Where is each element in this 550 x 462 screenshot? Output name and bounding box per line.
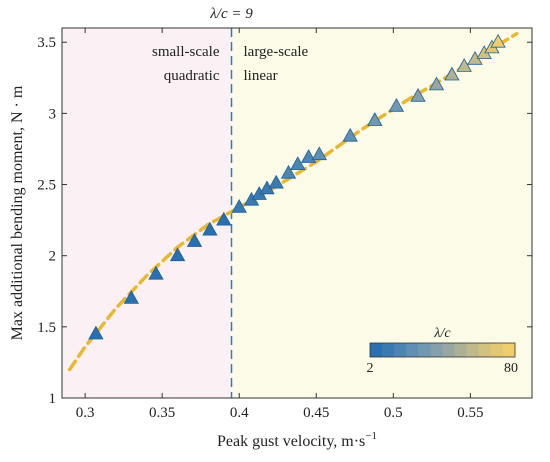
data-point (444, 66, 460, 81)
data-point (290, 156, 306, 171)
data-point (280, 164, 297, 179)
colorbar-swatch (454, 343, 467, 357)
colorbar-swatch (442, 343, 455, 357)
colorbar-swatch (478, 343, 492, 357)
y-tick-label: 3 (49, 106, 57, 122)
colorbar-swatch (466, 343, 480, 357)
data-point (169, 247, 186, 262)
colorbar-min-label: 2 (367, 361, 374, 376)
colorbar-swatch (406, 343, 419, 357)
data-point (342, 127, 358, 142)
data-point (88, 325, 104, 340)
data-point (388, 97, 405, 112)
colorbar: λ/c 2 80 (367, 326, 519, 376)
y-axis-label: Max additional bending moment, N · m (9, 85, 26, 340)
data-point (231, 198, 247, 213)
region-small-scale-label: small-scale (152, 44, 220, 60)
data-point (123, 290, 139, 304)
axes-layer: 0.3 0.35 0.4 0.45 0.5 0.55 1 1.5 2 2.5 3 3.5 (37, 27, 533, 421)
y-tick-label: 3.5 (37, 35, 56, 51)
region-large-scale (231, 28, 533, 398)
y-tick-label: 1 (49, 391, 57, 407)
x-tick-label: 0.35 (149, 405, 175, 421)
x-tick-label: 0.4 (230, 405, 249, 421)
x-axis-label: Peak gust velocity, m·s−1 (217, 430, 377, 450)
plot-frame (61, 27, 533, 399)
x-tick-label: 0.3 (76, 405, 95, 421)
colorbar-swatch (502, 343, 516, 357)
data-point (268, 174, 284, 189)
x-tick-label: 0.45 (303, 405, 329, 421)
data-point (202, 221, 218, 236)
x-axis-label-main: Peak gust velocity, m·s (217, 433, 365, 450)
x-tick-label: 0.55 (457, 405, 483, 421)
divider-label: λ/c = 9 (209, 6, 253, 22)
colorbar-max-label: 80 (504, 361, 518, 376)
data-point (410, 87, 426, 102)
y-tick-label: 1.5 (37, 320, 56, 336)
colorbar-swatch (394, 343, 407, 357)
colorbar-swatch (418, 343, 431, 357)
y-tick-label: 2.5 (37, 178, 56, 194)
data-point (186, 233, 203, 247)
data-point (148, 265, 164, 280)
region-linear-label: linear (244, 68, 278, 84)
colorbar-swatch (382, 343, 395, 357)
y-tick-label: 2 (49, 249, 57, 265)
data-point (428, 76, 445, 91)
region-large-scale-label: large-scale (244, 44, 309, 60)
colorbar-frame (369, 342, 516, 358)
data-point (490, 33, 506, 48)
data-point (456, 58, 472, 72)
regions-layer (62, 28, 533, 398)
labels-layer: λ/c = 9 small-scale quadratic large-scal… (9, 6, 377, 450)
colorbar-swatch (370, 343, 383, 357)
points-layer (88, 33, 506, 340)
data-point (216, 211, 232, 226)
x-axis-label-superscript: −1 (365, 430, 377, 442)
colorbar-title: λ/c (433, 326, 451, 341)
x-tick-label: 0.5 (384, 405, 403, 421)
data-point (311, 146, 327, 161)
colorbar-swatch (490, 343, 504, 357)
colorbar-swatch (430, 343, 443, 357)
data-point (367, 112, 383, 126)
region-quadratic-label: quadratic (164, 68, 220, 84)
